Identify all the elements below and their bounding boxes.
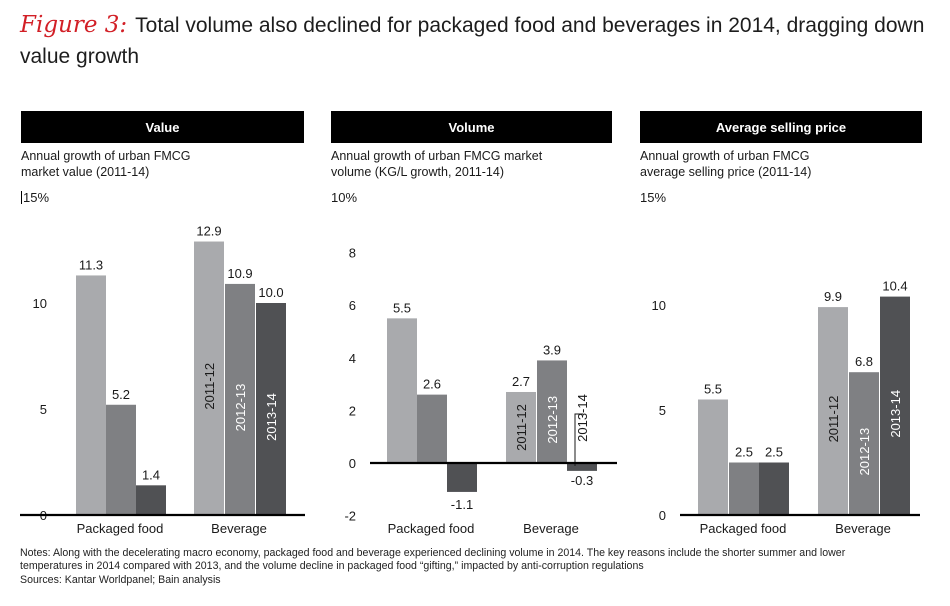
bar-beverage-2012-13	[537, 360, 567, 463]
y-tick-label: 2	[349, 403, 356, 418]
unit-label-value: 15%	[21, 190, 49, 205]
legend-label-2011-12: 2011-12	[202, 363, 217, 410]
data-label: 12.9	[196, 224, 221, 239]
callout-bracket	[574, 413, 583, 466]
y-tick-label: 10	[33, 296, 47, 311]
notes-line: Notes: Along with the decelerating macro…	[20, 547, 846, 559]
bar-beverage-2011-12	[194, 241, 224, 515]
y-tick-label: 5	[40, 402, 47, 417]
category-label: Packaged food	[77, 521, 164, 536]
bar-beverage-2012-13	[225, 283, 255, 515]
subtitle-line: Annual growth of urban FMCG market	[331, 149, 543, 163]
category-label: Packaged food	[700, 521, 787, 536]
y-tick-label: 5	[659, 403, 666, 418]
panel-subtitle-volume: Annual growth of urban FMCG market volum…	[331, 148, 542, 180]
legend-label-2012-13: 2012-13	[857, 428, 872, 476]
category-label: Beverage	[211, 521, 267, 536]
data-label: 5.5	[704, 382, 722, 397]
panel-header-asp: Average selling price	[640, 111, 922, 143]
data-label: -0.3	[571, 473, 593, 488]
data-label: -1.1	[451, 497, 473, 512]
unit-label-asp: 15%	[640, 190, 667, 205]
data-label: 10.9	[227, 266, 252, 281]
data-label: 2.6	[423, 377, 441, 392]
legend-label-2013-14: 2013-14	[575, 394, 590, 442]
category-label: Beverage	[835, 521, 891, 536]
bar-packaged-food-2012-13	[729, 462, 759, 515]
data-label: 2.7	[512, 374, 530, 389]
subtitle-line: market value (2011-14)	[21, 165, 150, 179]
bar-packaged-food-2012-13	[417, 394, 447, 463]
panel-subtitle-value: Annual growth of urban FMCG market value…	[21, 148, 191, 180]
panel-subtitle-asp: Annual growth of urban FMCG average sell…	[640, 148, 811, 180]
y-tick-label: 4	[349, 351, 356, 366]
y-tick-label: 6	[349, 298, 356, 313]
data-label: 11.3	[79, 257, 103, 272]
category-label: Beverage	[523, 521, 579, 536]
data-label: 5.2	[112, 387, 130, 402]
bar-beverage-2013-14	[256, 303, 286, 515]
data-label: 5.5	[393, 300, 411, 315]
bar-packaged-food-2011-12	[76, 275, 106, 515]
panel-header-volume: Volume	[331, 111, 612, 143]
bar-beverage-2011-12	[506, 391, 536, 463]
sources-line: Sources: Kantar Worldpanel; Bain analysi…	[20, 573, 221, 586]
subtitle-line: average selling price (2011-14)	[640, 165, 812, 179]
bar-beverage-2012-13	[849, 372, 879, 515]
y-tick-label: 10	[652, 298, 666, 313]
figure-label: Figure 3:	[20, 12, 128, 38]
data-label: 2.5	[735, 445, 753, 460]
data-label: 9.9	[824, 289, 842, 304]
figure-title-text: Total volume also declined for packaged …	[20, 14, 925, 68]
data-label: 10.4	[882, 279, 907, 294]
category-label: Packaged food	[388, 521, 475, 536]
unit-label-volume: 10%	[331, 190, 358, 205]
legend-label-2013-14: 2013-14	[888, 390, 903, 438]
notes-line: temperatures in 2014 compared with 2013,…	[20, 560, 644, 573]
bar-packaged-food-2011-12	[698, 399, 728, 515]
y-tick-label: -2	[344, 509, 356, 524]
legend-label-2011-12: 2011-12	[514, 404, 529, 451]
legend-label-2011-12: 2011-12	[826, 396, 841, 443]
bar-packaged-food-2013-14	[447, 463, 477, 492]
legend-label-2012-13: 2012-13	[233, 384, 248, 432]
bar-packaged-food-2013-14	[136, 485, 166, 515]
notes: Notes: Along with the decelerating macro…	[20, 547, 940, 587]
unit-label-text: 15%	[23, 190, 50, 205]
data-label: 6.8	[855, 354, 873, 369]
data-label: 2.5	[765, 445, 783, 460]
bar-beverage-2013-14	[567, 463, 597, 471]
y-tick-label: 8	[349, 246, 356, 261]
bar-beverage-2011-12	[818, 307, 848, 515]
panel-header-value: Value	[21, 111, 304, 143]
data-label: 1.4	[142, 467, 160, 482]
legend-label-2012-13: 2012-13	[545, 396, 560, 444]
subtitle-line: Annual growth of urban FMCG	[21, 149, 191, 163]
bar-packaged-food-2011-12	[387, 318, 417, 463]
data-label: 10.0	[258, 285, 283, 300]
unit-marker	[21, 191, 22, 204]
subtitle-line: volume (KG/L growth, 2011-14)	[331, 165, 504, 179]
bar-packaged-food-2012-13	[106, 404, 136, 515]
bar-packaged-food-2013-14	[759, 462, 789, 515]
figure-title: Figure 3: Total volume also declined for …	[20, 10, 935, 72]
bar-beverage-2013-14	[880, 296, 910, 515]
legend-label-2013-14: 2013-14	[264, 393, 279, 441]
y-tick-label: 0	[659, 508, 666, 523]
y-tick-label: 0	[349, 456, 356, 471]
data-label: 3.9	[543, 342, 561, 357]
subtitle-line: Annual growth of urban FMCG	[640, 149, 810, 163]
